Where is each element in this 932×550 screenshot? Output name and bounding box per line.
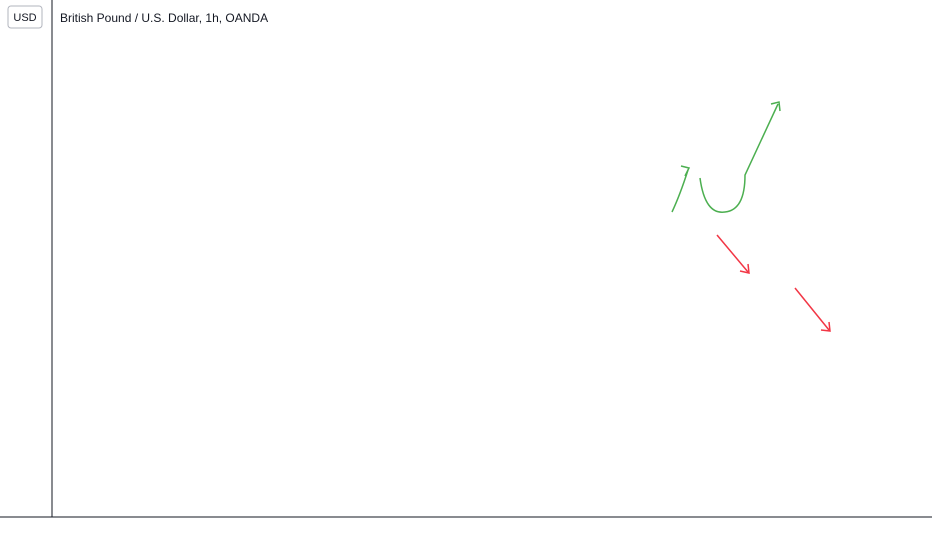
green-arrowhead (680, 165, 691, 177)
red-arrow (716, 234, 749, 273)
chart-title: British Pound / U.S. Dollar, 1h, OANDA (60, 11, 268, 25)
currency[interactable]: USD (13, 12, 36, 24)
currency-button[interactable] (7, 5, 43, 29)
red-arrow (794, 287, 830, 331)
red-arrowhead (820, 321, 831, 332)
price-axis (0, 0, 52, 517)
arrows (671, 101, 831, 332)
green-arrowhead (770, 101, 781, 112)
green-curve (699, 103, 779, 213)
time-axis (0, 517, 932, 550)
red-arrowhead (739, 263, 750, 274)
